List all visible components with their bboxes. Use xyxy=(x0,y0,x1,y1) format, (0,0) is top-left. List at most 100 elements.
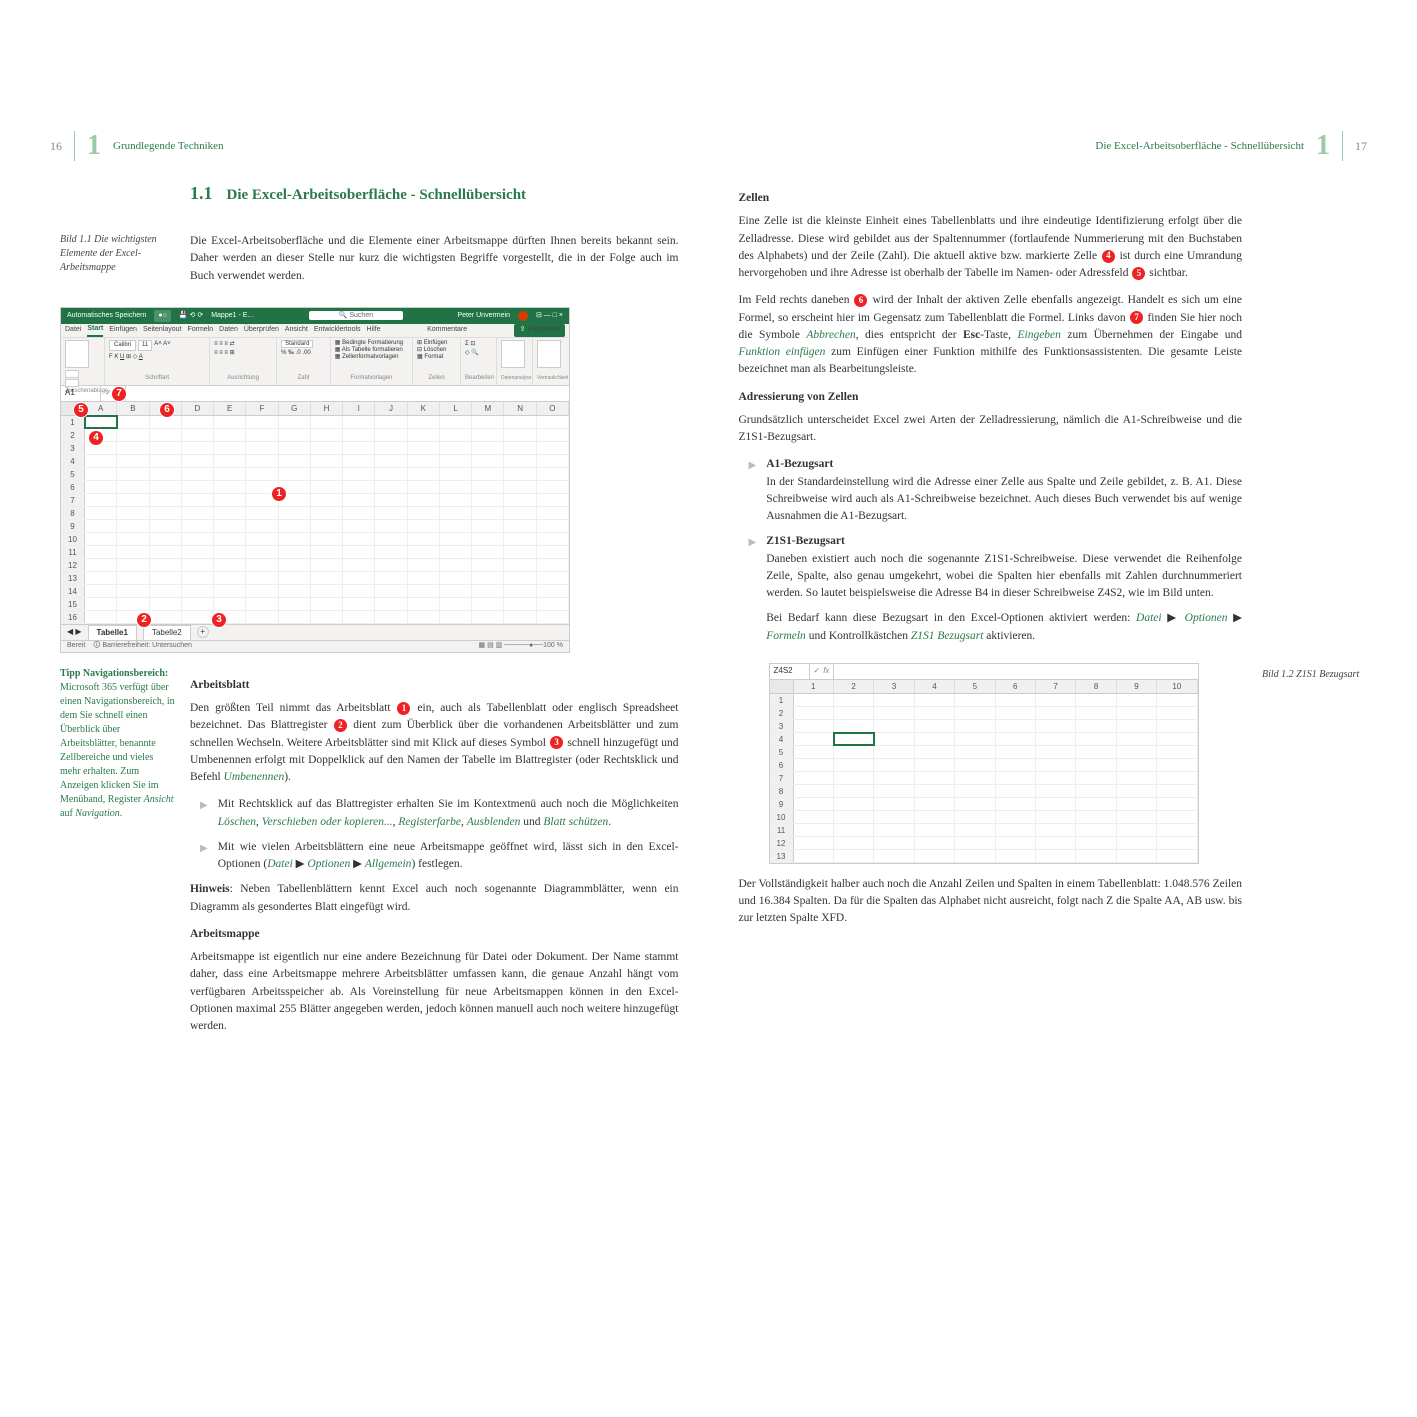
excel-titlebar: Automatisches Speichern ●○ 💾 ⟲ ⟳ Mappe1 … xyxy=(61,308,569,324)
col-header[interactable]: M xyxy=(472,402,504,415)
autosave-toggle[interactable]: ●○ xyxy=(154,310,170,323)
col-header[interactable]: 1 xyxy=(794,680,834,693)
figure-caption-2: Bild 1.2 Z1S1 Bezugsart xyxy=(1262,667,1362,682)
bullet-icon: ▶ xyxy=(200,798,208,831)
name-box[interactable]: A1 xyxy=(61,386,101,401)
tab-daten[interactable]: Daten xyxy=(219,325,238,336)
tab-start[interactable]: Start xyxy=(87,324,103,337)
col-header[interactable]: 7 xyxy=(1036,680,1076,693)
adressierung-intro: Grundsätzlich unterscheidet Excel zwei A… xyxy=(739,412,1243,447)
col-header[interactable]: 9 xyxy=(1117,680,1157,693)
callout-6: 6 xyxy=(159,402,175,418)
col-header[interactable]: N xyxy=(504,402,536,415)
figure-caption: Bild 1.1 Die wichtigsten Elemente der Ex… xyxy=(60,233,175,275)
file-name: Mappe1 - E… xyxy=(211,311,254,322)
col-header[interactable]: I xyxy=(343,402,375,415)
chapter-number: 1 xyxy=(1316,125,1330,167)
group-font: Schriftart xyxy=(109,374,205,383)
tab-einfuegen[interactable]: Einfügen xyxy=(109,325,137,336)
search-placeholder[interactable]: Suchen xyxy=(349,312,373,319)
sheet-tab[interactable]: Tabelle2 xyxy=(143,625,191,640)
zellen-p1: Eine Zelle ist die kleinste Einheit eine… xyxy=(739,213,1243,282)
font-select[interactable]: Calibri xyxy=(109,340,136,351)
col-header[interactable]: L xyxy=(440,402,472,415)
z1s1-title: Z1S1-Bezugsart xyxy=(766,535,845,547)
section-title-row: 1.1 Die Excel-Arbeitsoberfläche - Schnel… xyxy=(60,180,679,221)
col-header[interactable]: O xyxy=(537,402,569,415)
arbeitsblatt-paragraph: Den größten Teil nimmt das Arbeitsblatt … xyxy=(190,700,679,786)
numformat-select[interactable]: Standard xyxy=(281,340,313,348)
col-header[interactable]: 4 xyxy=(915,680,955,693)
separator xyxy=(74,131,75,161)
share-button[interactable]: ⇪ Freigeben xyxy=(514,324,565,337)
subhead-arbeitsmappe: Arbeitsmappe xyxy=(190,926,679,943)
tab-formeln[interactable]: Formeln xyxy=(187,325,213,336)
tab-entwicklertools[interactable]: Entwicklertools xyxy=(314,325,361,336)
page-number: 17 xyxy=(1355,137,1367,155)
subhead-zellen: Zellen xyxy=(739,190,1243,207)
group-analysis: Datenanalyse xyxy=(501,375,528,383)
zellen-p2: Im Feld rechts daneben 6 wird der Inhalt… xyxy=(739,292,1243,378)
callout-4: 4 xyxy=(88,430,104,446)
col-header[interactable]: H xyxy=(311,402,343,415)
worksheet-grid[interactable]: A B C D E F G H I J K L M N O 1234567891… xyxy=(61,402,569,624)
callout-3: 3 xyxy=(211,612,227,628)
group-number: Zahl xyxy=(281,374,326,383)
tab-ueberpruefen[interactable]: Überprüfen xyxy=(244,325,279,336)
tab-ansicht[interactable]: Ansicht xyxy=(285,325,308,336)
col-header[interactable]: J xyxy=(375,402,407,415)
hinweis-paragraph: Hinweis: Neben Tabellenblättern kennt Ex… xyxy=(190,881,679,916)
group-align: Ausrichtung xyxy=(214,374,272,383)
subhead-adressierung: Adressierung von Zellen xyxy=(739,389,1243,406)
group-sensitivity: Vertraulichkeit xyxy=(537,375,565,383)
group-edit: Bearbeiten xyxy=(465,374,492,383)
col-header[interactable]: B xyxy=(117,402,149,415)
window-controls[interactable]: ⊟ — □ × xyxy=(536,311,563,322)
bullet-icon: ▶ xyxy=(749,535,757,655)
tab-hilfe[interactable]: Hilfe xyxy=(367,325,381,336)
col-header[interactable]: 10 xyxy=(1157,680,1197,693)
col-header[interactable]: 2 xyxy=(834,680,874,693)
col-header[interactable]: 5 xyxy=(955,680,995,693)
add-sheet-button[interactable]: + xyxy=(197,626,209,638)
analysis-button[interactable] xyxy=(501,340,525,368)
paste-button[interactable] xyxy=(65,340,89,368)
col-header[interactable]: 6 xyxy=(996,680,1036,693)
status-ready: Bereit xyxy=(67,641,85,652)
col-header[interactable]: E xyxy=(214,402,246,415)
mini-namebox[interactable]: Z4S2 xyxy=(770,664,810,679)
col-header[interactable]: A xyxy=(85,402,117,415)
callout-7: 7 xyxy=(111,386,127,402)
a1-title: A1-Bezugsart xyxy=(766,458,833,470)
formula-bar: A1 ✓fx xyxy=(61,386,569,402)
status-accessibility: Barrierefreiheit: Untersuchen xyxy=(102,642,192,649)
chapter-number: 1 xyxy=(87,125,101,167)
excel-mini-screenshot: Z4S2 ✓fx 1 2 3 4 5 6 7 8 9 10 1234567891… xyxy=(769,663,1199,864)
sensitivity-button[interactable] xyxy=(537,340,561,368)
col-header[interactable]: G xyxy=(279,402,311,415)
callout-5: 5 xyxy=(73,402,89,418)
section-heading: Die Excel-Arbeitsoberfläche - Schnellübe… xyxy=(227,184,527,207)
user-name: Peter Unvermein xyxy=(457,311,510,322)
col-header[interactable]: 8 xyxy=(1076,680,1116,693)
intro-paragraph: Die Excel-Arbeitsoberfläche und die Elem… xyxy=(190,233,679,285)
separator xyxy=(1342,131,1343,161)
excel-screenshot: Automatisches Speichern ●○ 💾 ⟲ ⟳ Mappe1 … xyxy=(60,307,570,653)
bullet-icon: ▶ xyxy=(200,841,208,874)
fontsize-select[interactable]: 11 xyxy=(138,340,152,351)
col-header[interactable]: F xyxy=(246,402,278,415)
zoom-level[interactable]: 100 % xyxy=(543,641,563,652)
col-header[interactable]: 3 xyxy=(874,680,914,693)
arbeitsblatt-row: Tipp Navigationsbereich: Microsoft 365 v… xyxy=(60,667,679,1046)
bullet-z1s1: ▶ Z1S1-Bezugsart Daneben existiert auch … xyxy=(739,533,1243,655)
ribbon-tabs: Datei Start Einfügen Seitenlayout Formel… xyxy=(61,324,569,338)
comments-button[interactable]: Kommentare xyxy=(427,325,467,336)
sheet-tab[interactable]: Tabelle1 xyxy=(88,625,137,640)
tab-datei[interactable]: Datei xyxy=(65,325,81,336)
col-header[interactable]: D xyxy=(182,402,214,415)
subhead-arbeitsblatt: Arbeitsblatt xyxy=(190,677,679,694)
tab-seitenlayout[interactable]: Seitenlayout xyxy=(143,325,182,336)
completeness-paragraph: Der Vollständigkeit halber auch noch die… xyxy=(739,876,1243,928)
col-header[interactable]: K xyxy=(408,402,440,415)
bullet-icon: ▶ xyxy=(749,458,757,525)
